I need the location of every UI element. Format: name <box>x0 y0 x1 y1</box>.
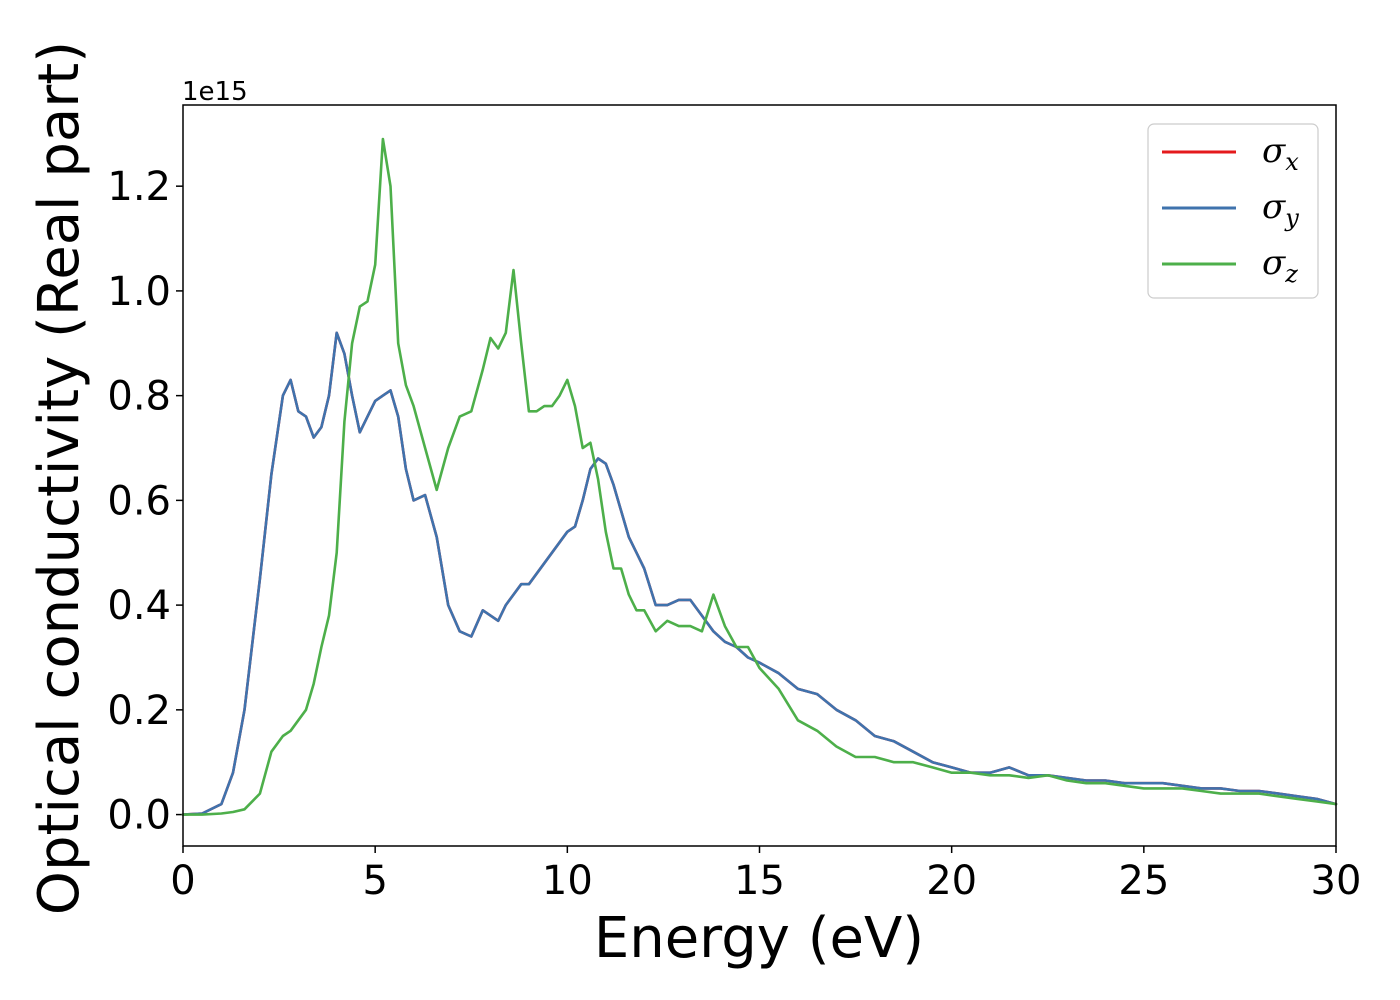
y-tick-label: 1.2 <box>107 164 171 210</box>
y-axis-label: Optical conductivity (Real part) <box>27 41 92 915</box>
x-tick-label: 30 <box>1311 858 1362 904</box>
y-tick-label: 0.6 <box>107 478 171 524</box>
x-tick-label: 0 <box>170 858 195 904</box>
axis-ticks: 0 5 10 15 20 25 30 0.0 0.2 0.4 0.6 0.8 1.0 1.2 <box>107 164 1361 904</box>
x-tick-label: 15 <box>734 858 785 904</box>
series-line-sigma-x <box>181 331 1338 816</box>
legend-box <box>1147 123 1319 299</box>
x-tick-label: 20 <box>926 858 977 904</box>
legend: σx σy σz <box>1147 123 1319 299</box>
x-tick-label: 5 <box>362 858 387 904</box>
series-lines <box>181 137 1338 816</box>
y-tick-label: 1.0 <box>107 269 171 315</box>
plot-frame <box>182 104 1337 847</box>
y-offset-label: 1e15 <box>182 77 248 107</box>
y-tick-label: 0.8 <box>107 374 171 420</box>
x-axis-label: Energy (eV) <box>594 906 924 971</box>
y-tick-label: 0.4 <box>107 583 171 629</box>
series-line-sigma-z <box>181 137 1338 816</box>
x-tick-label: 25 <box>1118 858 1169 904</box>
x-tick-label: 10 <box>542 858 593 904</box>
series-line-sigma-y <box>181 331 1338 816</box>
y-tick-label: 0.2 <box>107 688 171 734</box>
y-tick-label: 0.0 <box>107 793 171 839</box>
